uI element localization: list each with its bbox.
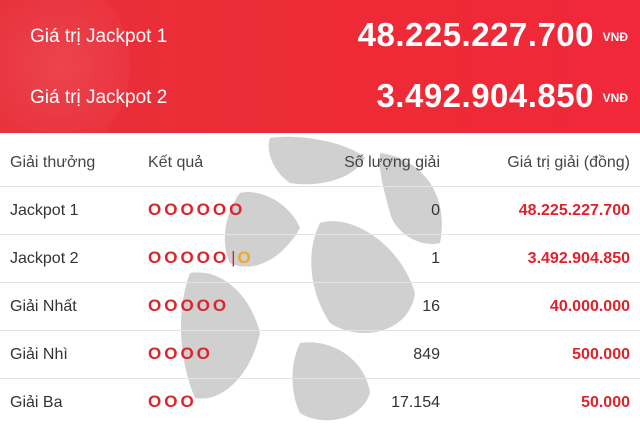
table-row: Giải Nhì OOOO 849 500.000 bbox=[0, 332, 640, 379]
jackpot1-unit: VNĐ bbox=[602, 30, 628, 44]
table-row: Jackpot 2 OOOOO | O 1 3.492.904.850 bbox=[0, 236, 640, 283]
result-main-balls: OOOOO bbox=[148, 248, 230, 267]
prize-value: 48.225.227.700 bbox=[518, 202, 630, 219]
result-special-ball: O bbox=[237, 248, 254, 267]
prize-name: Jackpot 1 bbox=[10, 202, 79, 219]
prize-name: Giải Nhất bbox=[10, 298, 77, 315]
prize-name: Giải Ba bbox=[10, 394, 63, 411]
table-row: Jackpot 1 OOOOOO 0 48.225.227.700 bbox=[0, 188, 640, 235]
jackpot1-value: 48.225.227.700 bbox=[357, 16, 594, 53]
prize-value: 40.000.000 bbox=[549, 298, 630, 315]
prize-count: 1 bbox=[431, 250, 440, 267]
table-header-row: Giải thưởng Kết quả Số lượng giải Giá tr… bbox=[0, 140, 640, 187]
jackpot1-row: Giá trị Jackpot 1 48.225.227.700 VNĐ bbox=[0, 12, 640, 62]
prize-value: 3.492.904.850 bbox=[527, 250, 630, 267]
jackpot2-value: 3.492.904.850 bbox=[376, 77, 594, 114]
jackpot2-row: Giá trị Jackpot 2 3.492.904.850 VNĐ bbox=[0, 73, 640, 123]
result-balls: OOO bbox=[148, 392, 197, 411]
jackpot2-unit: VNĐ bbox=[602, 91, 628, 105]
jackpot-header: Giá trị Jackpot 1 48.225.227.700 VNĐ Giá… bbox=[0, 0, 640, 133]
result-separator: | bbox=[231, 248, 236, 267]
table-row: Giải Nhất OOOOO 16 40.000.000 bbox=[0, 284, 640, 331]
prize-name: Jackpot 2 bbox=[10, 250, 79, 267]
jackpot1-label: Giá trị Jackpot 1 bbox=[30, 26, 168, 47]
col-header-value: Giá trị giải (đồng) bbox=[507, 154, 630, 171]
prize-count: 17.154 bbox=[391, 394, 440, 411]
col-header-count: Số lượng giải bbox=[344, 154, 440, 171]
logo-watermark-icon bbox=[180, 136, 442, 421]
result-balls: OOOOO | O bbox=[148, 248, 254, 268]
table-row: Giải Ba OOO 17.154 50.000 bbox=[0, 380, 640, 426]
result-balls: OOOOO bbox=[148, 296, 230, 315]
prize-count: 16 bbox=[422, 298, 440, 315]
col-header-result: Kết quả bbox=[148, 154, 204, 171]
col-header-prize: Giải thưởng bbox=[10, 154, 96, 171]
prize-count: 849 bbox=[413, 346, 440, 363]
prize-value: 500.000 bbox=[572, 346, 630, 363]
jackpot2-label: Giá trị Jackpot 2 bbox=[30, 87, 168, 108]
header-decoration bbox=[0, 0, 130, 133]
result-balls: OOOOOO bbox=[148, 200, 246, 219]
result-balls: OOOO bbox=[148, 344, 213, 363]
prize-value: 50.000 bbox=[581, 394, 630, 411]
prize-count: 0 bbox=[431, 202, 440, 219]
prize-name: Giải Nhì bbox=[10, 346, 68, 363]
